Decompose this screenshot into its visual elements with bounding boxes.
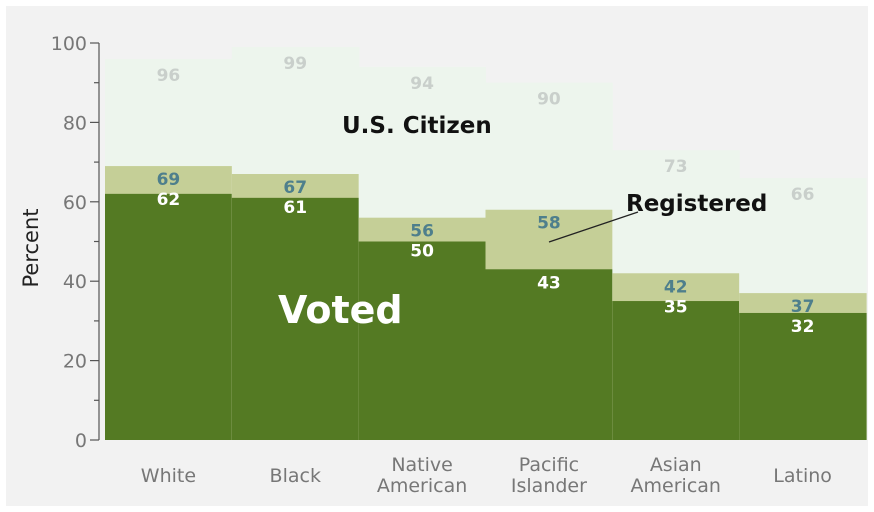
voted-series-label: Voted	[278, 288, 403, 332]
citizen-series-label: U.S. Citizen	[342, 113, 492, 139]
y-tick-label: 20	[63, 351, 87, 373]
y-tick-label: 40	[63, 271, 87, 293]
registered-value-label: 37	[791, 297, 815, 317]
x-category-label: American	[377, 475, 467, 497]
voted-bar-4	[612, 301, 740, 440]
voted-bar-5	[739, 312, 867, 440]
citizen-value-label: 73	[664, 157, 688, 177]
y-tick-label: 80	[63, 112, 87, 134]
citizen-value-label: 96	[157, 66, 181, 86]
x-axis-labels: White Black NativeAmericanPacificIslanderA…	[141, 454, 832, 497]
x-category-label: White	[141, 465, 196, 487]
citizen-value-label: 94	[410, 74, 434, 94]
citizen-value-label: 99	[283, 54, 307, 74]
registered-value-label: 58	[537, 214, 561, 234]
voted-value-label: 61	[283, 198, 307, 218]
x-category-label: Pacific	[519, 454, 579, 476]
voted-value-label: 32	[791, 317, 815, 337]
voted-value-label: 35	[664, 297, 688, 317]
x-category-label: Latino	[773, 465, 832, 487]
x-category-label: Native	[391, 454, 453, 476]
x-category-label: Asian	[650, 454, 702, 476]
citizen-value-label: 90	[537, 90, 561, 110]
y-tick-label: 0	[75, 430, 87, 452]
x-category-label: Black	[270, 465, 321, 487]
y-tick-label: 60	[63, 192, 87, 214]
registered-series-label: Registered	[626, 191, 767, 217]
voted-value-label: 43	[537, 273, 561, 293]
registered-value-label: 69	[157, 170, 181, 190]
y-axis-label: Percent	[19, 208, 43, 287]
citizen-value-label: 66	[791, 185, 815, 205]
registered-value-label: 67	[283, 178, 307, 198]
voted-bar-0	[105, 193, 233, 440]
voted-value-label: 62	[157, 190, 181, 210]
registered-value-label: 42	[664, 277, 688, 297]
y-axis: 0 20 40 60 80 100	[51, 33, 100, 452]
voted-value-label: 50	[410, 242, 434, 262]
voted-bar-1	[231, 197, 360, 440]
voted-bar-3	[485, 269, 613, 440]
bars-layer	[105, 46, 867, 441]
voted-bar-2	[358, 241, 487, 440]
x-category-label: Islander	[511, 475, 587, 497]
chart-container: 0 20 40 60 80 100 96 69 62 99 67 61 94 56 50 90 58 43 73 4…	[6, 6, 868, 506]
registered-pointer-line	[548, 211, 639, 243]
y-tick-label: 100	[51, 33, 87, 55]
registered-value-label: 56	[410, 222, 434, 242]
x-category-label: American	[631, 475, 721, 497]
